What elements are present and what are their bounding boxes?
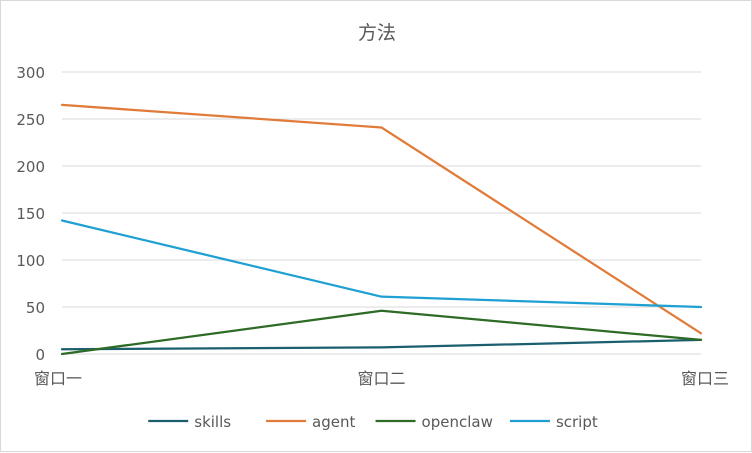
legend-label: openclaw [422,413,493,431]
series-line-skills [60,338,703,351]
series-lines [60,103,703,356]
y-tick-label: 0 [35,346,45,364]
legend-item-agent: agent [266,413,355,431]
legend-label: skills [194,413,231,431]
y-tick-label: 300 [16,64,45,82]
series-line-openclaw [60,309,703,356]
series-line-agent [60,103,703,335]
x-tick-label: 窗口三 [681,369,729,388]
legend-item-skills: skills [148,413,231,431]
legend-label: script [556,413,598,431]
legend-label: agent [312,413,355,431]
x-tick-label: 窗口二 [357,369,405,388]
x-axis-tick-labels: 窗口一 窗口二 窗口三 [34,369,729,388]
gridlines [62,71,701,355]
y-tick-label: 100 [16,252,45,270]
y-tick-label: 200 [16,158,45,176]
y-axis-tick-labels: 0 50 100 150 200 250 300 [16,64,45,364]
y-tick-label: 50 [26,299,45,317]
legend-item-openclaw: openclaw [375,413,493,431]
y-tick-label: 250 [16,111,45,129]
series-line-script [60,219,703,309]
x-tick-label: 窗口一 [34,369,82,388]
legend-item-script: script [509,413,598,431]
chart-title: 方法 [358,22,396,44]
legend: skills agent openclaw script [148,413,598,431]
y-tick-label: 150 [16,205,45,223]
